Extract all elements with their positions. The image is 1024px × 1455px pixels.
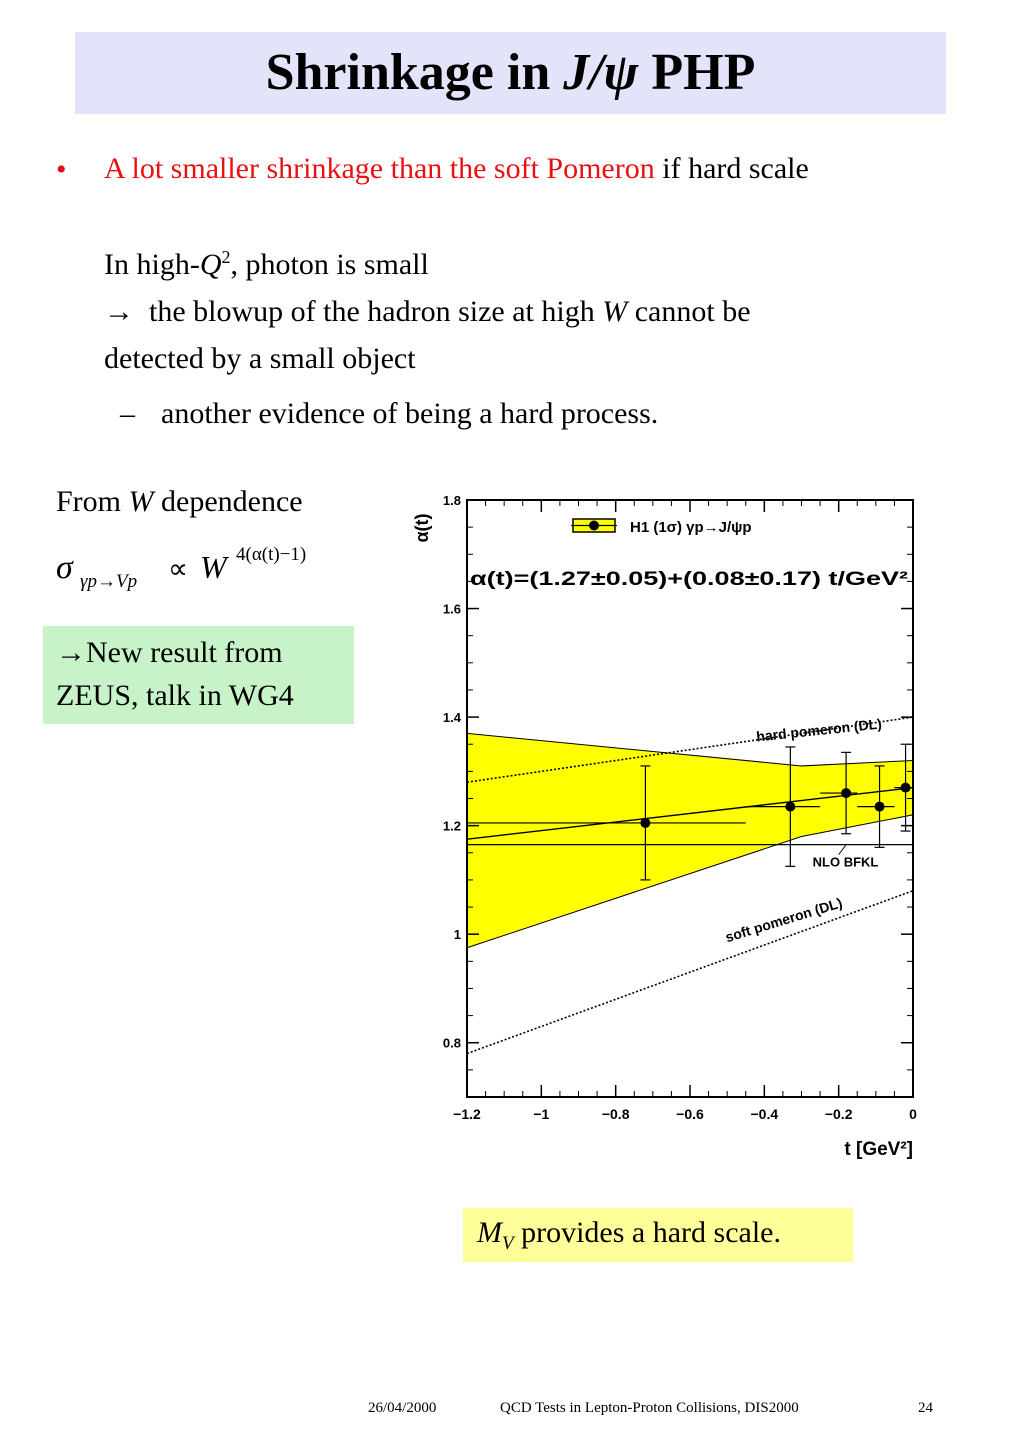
x-tick-label: −0.4 xyxy=(751,1106,779,1122)
y-axis-label: α(t) xyxy=(412,513,432,542)
text-cannot-be: cannot be xyxy=(627,295,751,328)
slide-title: Shrinkage in J/ψ PHP xyxy=(75,32,946,114)
bullet-red-text: A lot smaller shrinkage than the soft Po… xyxy=(104,152,655,185)
text-w-italic: W xyxy=(128,485,154,518)
text-dependence: dependence xyxy=(153,485,303,518)
zeus-note-box: →New result from ZEUS, talk in WG4 xyxy=(43,626,354,724)
title-bar: Shrinkage in J/ψ PHP xyxy=(75,32,946,114)
data-point xyxy=(874,801,885,812)
nlo-bfkl-leader xyxy=(838,844,847,855)
text-from: From xyxy=(56,485,129,518)
x-tick-label: −0.2 xyxy=(825,1106,853,1122)
data-point xyxy=(640,817,651,828)
arrow-glyph: → xyxy=(104,295,134,328)
bullet-marker: • xyxy=(56,153,67,186)
from-w-dependence: From W dependence xyxy=(56,485,303,519)
x-tick-label: −1 xyxy=(533,1106,549,1122)
hard-pomeron-label: hard pomeron (DL) xyxy=(756,715,883,744)
text-q: Q xyxy=(199,248,222,281)
formula-sigma: σ xyxy=(56,549,74,586)
zeus-note-line-1: →New result from xyxy=(56,636,283,669)
fit-formula-text: α(t)=(1.27±0.05)+(0.08±0.17) t/GeV² xyxy=(470,569,908,590)
title-text: Shrinkage in xyxy=(265,44,564,101)
footer-page-number: 24 xyxy=(918,1400,933,1416)
nlo-bfkl-label: NLO BFKL xyxy=(813,855,879,870)
hard-pomeron-line xyxy=(466,716,914,784)
text-w: W xyxy=(602,295,628,328)
bullet-line: A lot smaller shrinkage than the soft Po… xyxy=(104,152,809,186)
legend-text: H1 (1σ) γp→J/ψp xyxy=(630,519,752,536)
x-tick-label: −0.8 xyxy=(602,1106,630,1122)
text-q-sup: 2 xyxy=(221,247,231,267)
x-axis-label: t [GeV²] xyxy=(844,1139,913,1160)
formula-exponent: 4(α(t)−1) xyxy=(236,544,306,565)
zeus-note-line-2: ZEUS, talk in WG4 xyxy=(56,679,294,712)
formula-proportional: ∝ xyxy=(168,554,188,585)
title-jpsi: J/ψ xyxy=(563,44,639,101)
y-tick-label: 1.6 xyxy=(443,602,461,617)
legend-marker xyxy=(589,520,599,531)
y-tick-label: 1.2 xyxy=(443,819,461,834)
y-tick-label: 1.8 xyxy=(443,493,461,508)
fit-line xyxy=(466,786,914,840)
y-tick-label: 1 xyxy=(454,927,461,942)
text-mv-sub: V xyxy=(502,1233,514,1254)
y-tick-label: 0.8 xyxy=(443,1036,461,1051)
data-point xyxy=(785,801,796,812)
y-tick-label: 1.4 xyxy=(443,710,462,725)
footer-conference: QCD Tests in Lepton-Proton Collisions, D… xyxy=(500,1400,799,1416)
x-tick-label: −1.2 xyxy=(453,1106,481,1122)
formula-subscript: γp→Vp xyxy=(80,571,137,592)
data-point xyxy=(900,782,911,793)
body-line-1: In high-Q2, photon is small xyxy=(104,247,429,282)
text-high: In high- xyxy=(104,248,200,281)
text-mv: M xyxy=(477,1216,502,1249)
title-php: PHP xyxy=(638,44,756,101)
bullet-black-text: if hard scale xyxy=(654,152,809,185)
hard-scale-text: MV provides a hard scale. xyxy=(477,1216,781,1255)
cross-section-formula: σ γp→Vp ∝ W 4(α(t)−1) xyxy=(56,544,306,592)
sub-bullet-text: another evidence of being a hard process… xyxy=(161,397,659,430)
formula-w: W xyxy=(200,549,230,585)
data-point xyxy=(841,788,852,799)
hard-scale-box: MV provides a hard scale. xyxy=(463,1208,853,1262)
body-line-2: → the blowup of the hadron size at high … xyxy=(104,295,751,329)
x-tick-label: 0 xyxy=(909,1106,917,1122)
text-blowup: the blowup of the hadron size at high xyxy=(134,295,603,328)
body-line-3: detected by a small object xyxy=(104,342,416,375)
text-photon-small: , photon is small xyxy=(230,248,429,281)
footer-date: 26/04/2000 xyxy=(368,1400,437,1416)
sub-bullet-dash: – xyxy=(120,397,135,430)
soft-pomeron-line xyxy=(466,890,914,1055)
text-provides: provides a hard scale. xyxy=(513,1216,782,1249)
x-tick-label: −0.6 xyxy=(676,1106,704,1122)
